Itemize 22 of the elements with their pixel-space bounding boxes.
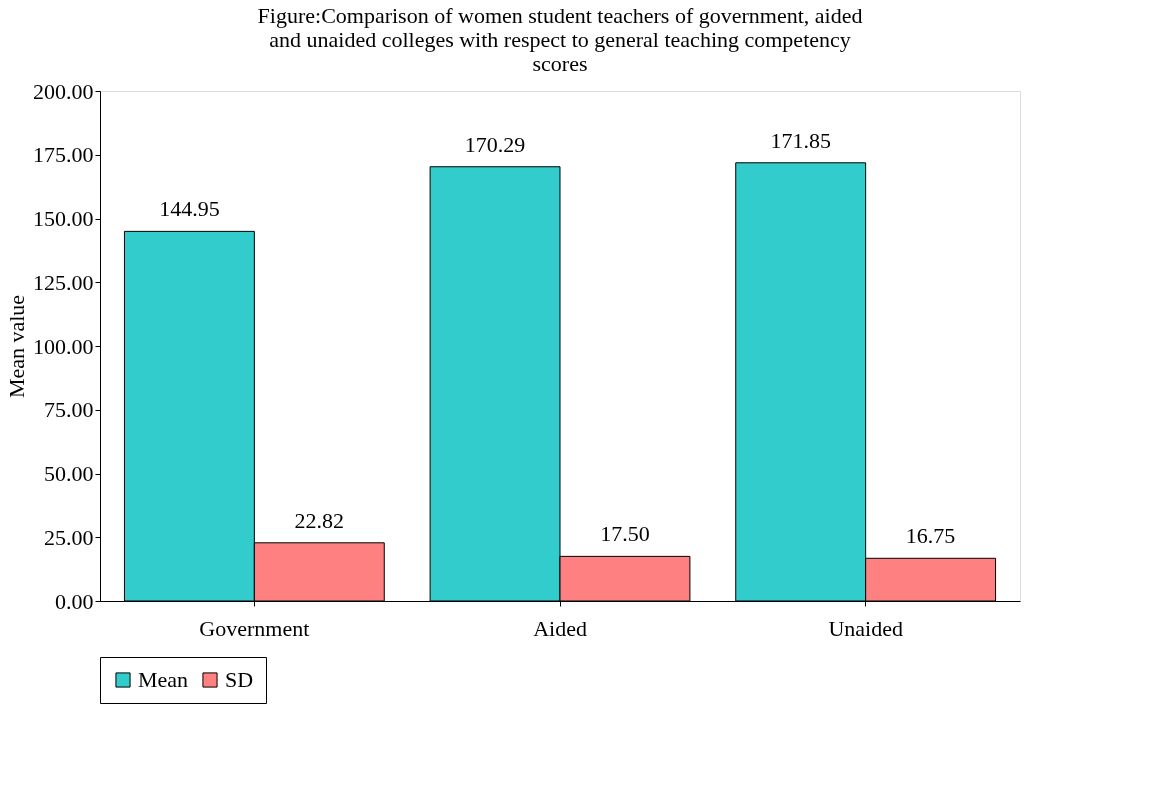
y-tick-label: 0.00 (55, 588, 94, 614)
data-label: 144.95 (159, 196, 220, 222)
y-axis-title: Mean value (4, 294, 29, 399)
data-label: 170.29 (464, 131, 526, 157)
data-label: 171.85 (770, 127, 831, 153)
data-label: 22.82 (294, 507, 345, 533)
x-tick-label: Government (199, 615, 310, 641)
y-tick-label: 75.00 (44, 397, 94, 423)
y-tick-label: 125.00 (33, 269, 94, 295)
y-tick-label: 175.00 (33, 142, 94, 168)
y-tick-label: 200.00 (33, 78, 94, 104)
chart-title: Figure:Comparison of women student teachers of government, aided and unaided colleges with respect to general teaching competency scores (257, 3, 863, 76)
y-tick-label: 50.00 (44, 461, 94, 486)
y-tick-label: 100.00 (33, 333, 94, 359)
y-tick-label: 150.00 (33, 206, 94, 231)
y-tick-label: 25.00 (44, 524, 94, 550)
legend-label: SD (225, 667, 254, 692)
data-label: 16.75 (905, 523, 956, 549)
data-label: 17.50 (600, 521, 650, 547)
x-tick-label: Aided (533, 615, 587, 641)
x-tick-label: Unaided (828, 615, 903, 641)
legend-label: Mean (138, 667, 189, 692)
